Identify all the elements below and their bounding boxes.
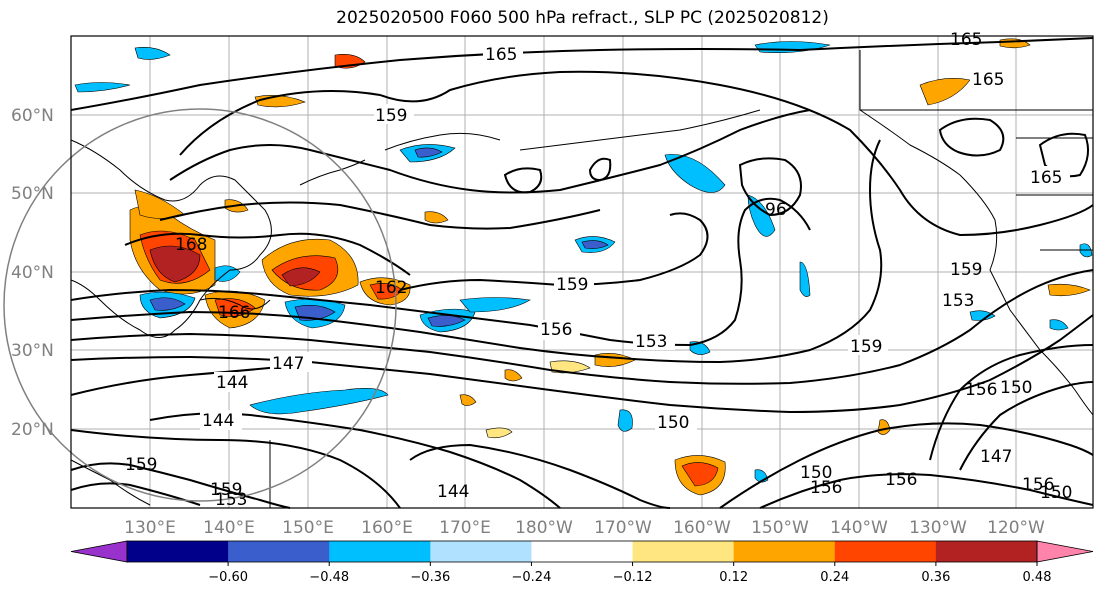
contour-label: 166 [218,303,250,323]
contour-label: 150 [800,463,832,483]
colorbar-extend-low [70,540,128,563]
contour-label: 144 [216,373,248,393]
lon-label: 170°W [594,518,652,538]
lon-label: 140°E [203,518,255,538]
lon-label: 150°W [751,518,809,538]
colorbar-tick-label: −0.24 [512,570,552,585]
contour-label: 159 [375,106,407,126]
contour-label: 165 [1030,168,1062,188]
contour-label: 156 [885,470,917,490]
contour-label: 156 [810,478,842,498]
lat-label: 60°N [11,106,54,126]
contour-label-group: 165 165 165 165 159 168 162 159 156 153 … [125,30,1072,510]
colorbar-segment [127,541,229,562]
range-circle [3,108,397,502]
map-frame [70,35,1094,509]
coastlines [70,50,1094,508]
lon-label: 140°W [830,518,888,538]
colorbar-segment [935,541,1038,562]
contour-label: 153 [215,490,247,510]
contour-label: 159 [125,455,157,475]
contour-label: 150 [1040,483,1072,503]
contour-label: 159 [556,275,588,295]
colorbar-segment [228,541,330,562]
colorbar-segment [834,541,937,562]
contour-label: 144 [437,482,469,502]
colorbar: −0.60 −0.48 −0.36 −0.24 −0.12 0.12 0.24 0.36 0.4… [70,540,1094,585]
colorbar-extend-high [1036,540,1094,563]
latitude-labels: 60°N 50°N 40°N 30°N 20°N [11,106,54,440]
lat-label: 50°N [11,184,54,204]
contour-label: 165 [950,30,982,50]
contour-label: 156 [1022,475,1054,495]
colorbar-segment [430,541,532,562]
lon-label: 130°E [124,518,176,538]
colorbar-tick-label: −0.36 [410,570,450,585]
contour-label: 159 [950,260,982,280]
lon-label: 170°E [439,518,491,538]
lon-label: 130°W [909,518,967,538]
colorbar-tick-label: −0.60 [208,570,248,585]
contour-label: 159 [850,337,882,357]
contour-label: 150 [1000,378,1032,398]
lat-label: 30°N [11,341,54,361]
contour-label: 168 [175,235,207,255]
contour-label: 150 [657,413,689,433]
colorbar-tick-label: −0.12 [613,570,653,585]
colorbar-tick-label: 0.12 [719,570,748,585]
colorbar-frame [126,540,1038,563]
longitude-labels: 130°E 140°E 150°E 160°E 170°E 180°W 170°… [124,518,1045,538]
colorbar-segment [733,541,836,562]
contour-label: 162 [375,278,407,298]
colorbar-tick-label: 0.48 [1023,570,1052,585]
colorbar-segment [632,541,735,562]
contour-label: 153 [942,291,974,311]
contour-label: 147 [272,354,304,374]
colorbar-segment [531,541,634,562]
colorbar-segment [329,541,431,562]
lat-label: 40°N [11,263,54,283]
contour-label: 156 [965,380,997,400]
lon-label: 120°W [987,518,1045,538]
colorbar-tick-label: 0.36 [921,570,950,585]
contour-lines [70,37,1094,509]
contour-label: 156 [540,320,572,340]
contour-label: 165 [972,70,1004,90]
contour-label: 153 [635,332,667,352]
contour-label: 144 [202,411,234,431]
lon-label: 180°W [515,518,573,538]
lon-label: 160°E [361,518,413,538]
contour-label: 96 [765,200,787,220]
lon-label: 150°E [282,518,334,538]
figure-title: 2025020500 F060 500 hPa refract., SLP PC… [336,8,829,28]
contour-label: 159 [210,480,242,500]
colorbar-tick-label: 0.24 [820,570,849,585]
lat-label: 20°N [11,420,54,440]
contour-label: 147 [980,447,1012,467]
lon-label: 160°W [673,518,731,538]
colorbar-tick-label: −0.48 [309,570,349,585]
contour-label: 165 [485,45,517,65]
